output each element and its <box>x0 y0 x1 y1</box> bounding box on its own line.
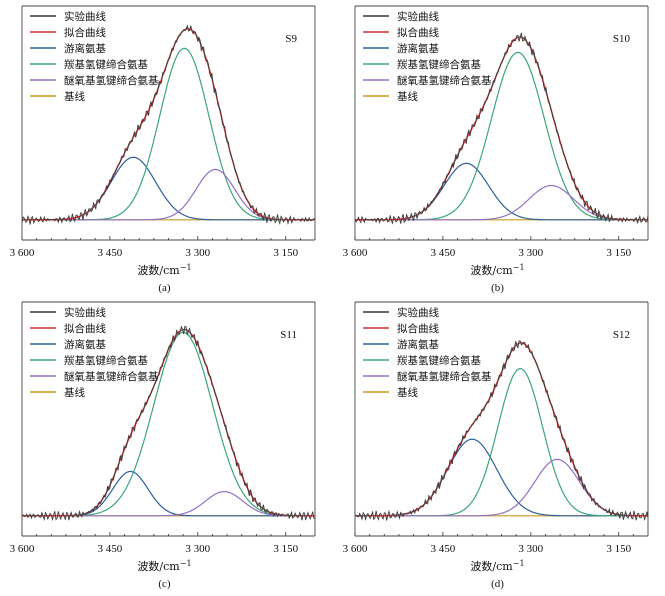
panel-s10: 3 600 3 450 3 300 3 150 波数/cm−1 (b) S10 实验曲线拟合曲… <box>333 0 663 294</box>
x-tick-label: 3 300 <box>185 543 210 555</box>
panel-s12: 3 600 3 450 3 300 3 150 波数/cm−1 (d) S12 实验曲线拟合曲… <box>333 296 663 590</box>
x-tick-label: 3 300 <box>518 543 543 555</box>
legend-label: 游离氨基 <box>64 338 106 351</box>
legend-label: 基线 <box>64 90 85 103</box>
x-tick-label: 3 450 <box>431 543 456 555</box>
x-tick-label: 3 300 <box>185 247 210 259</box>
experimental-curve <box>21 325 316 522</box>
x-tick-label: 3 600 <box>10 247 35 259</box>
x-tick-label: 3 600 <box>343 543 368 555</box>
legend-label: 游离氨基 <box>64 42 106 55</box>
ether-hbond-curve <box>22 168 315 221</box>
legend-label: 基线 <box>397 90 418 103</box>
legend-label: 拟合曲线 <box>397 322 439 335</box>
chart-svg: 3 600 3 450 3 300 3 150 波数/cm−1 (b) S10 实验曲线拟合曲… <box>343 5 649 294</box>
experimental-curve <box>354 340 649 522</box>
x-tick-label: 3 600 <box>10 543 35 555</box>
legend-label: 醚氧基氢键缔合氨基 <box>397 370 492 383</box>
legend-label: 实验曲线 <box>64 306 106 319</box>
chart-svg: 3 600 3 450 3 300 3 150 波数/cm−1 (a) S9 实验曲线拟合曲线… <box>10 5 316 294</box>
panel-caption: (a) <box>158 282 171 294</box>
x-tick-label: 3 150 <box>606 543 631 555</box>
fit-curve <box>355 342 648 517</box>
x-axis-label-sup: −1 <box>180 263 192 272</box>
legend-label: 基线 <box>397 386 418 399</box>
x-tick-label: 3 450 <box>431 247 456 259</box>
chart-svg: 3 600 3 450 3 300 3 150 波数/cm−1 (d) S12 实验曲线拟合曲… <box>343 301 649 590</box>
x-axis-label: 波数/cm−1 <box>137 559 191 574</box>
panel-caption: (d) <box>491 578 504 590</box>
sample-label: S12 <box>613 329 630 341</box>
free-amino-curve <box>22 156 315 221</box>
sample-label: S10 <box>613 33 631 45</box>
x-tick-label: 3 150 <box>273 543 298 555</box>
legend-label: 实验曲线 <box>64 10 106 23</box>
x-tick-label: 3 450 <box>98 247 123 259</box>
experimental-curve <box>354 32 649 225</box>
x-axis-label-sup: −1 <box>513 559 525 568</box>
free-amino-curve <box>22 470 315 517</box>
free-amino-curve <box>355 162 648 221</box>
legend-label: 醚氧基氢键缔合氨基 <box>64 370 159 383</box>
x-axis-label: 波数/cm−1 <box>470 559 524 574</box>
legend-label: 羰基氢键缔合氨基 <box>64 58 148 71</box>
free-amino-curve <box>355 438 648 517</box>
legend-label: 羰基氢键缔合氨基 <box>397 354 481 367</box>
legend-label: 实验曲线 <box>397 306 439 319</box>
x-axis-label-sup: −1 <box>513 263 525 272</box>
experimental-curve <box>21 24 316 225</box>
panel-s9: 3 600 3 450 3 300 3 150 波数/cm−1 (a) S9 实验曲线拟合曲线… <box>0 0 330 294</box>
legend-label: 羰基氢键缔合氨基 <box>64 354 148 367</box>
legend-label: 醚氧基氢键缔合氨基 <box>397 74 492 87</box>
sample-label: S9 <box>285 33 297 45</box>
panel-caption: (b) <box>491 282 504 294</box>
x-tick-label: 3 300 <box>518 247 543 259</box>
legend-label: 游离氨基 <box>397 42 439 55</box>
x-tick-label: 3 150 <box>606 247 631 259</box>
ether-hbond-curve <box>355 458 648 517</box>
legend-label: 拟合曲线 <box>64 26 106 39</box>
x-tick-label: 3 450 <box>98 543 123 555</box>
x-tick-label: 3 150 <box>273 247 298 259</box>
legend-label: 羰基氢键缔合氨基 <box>397 58 481 71</box>
chart-svg: 3 600 3 450 3 300 3 150 波数/cm−1 (c) S11 实验曲线拟合曲… <box>10 301 316 590</box>
legend-label: 醚氧基氢键缔合氨基 <box>64 74 159 87</box>
x-axis-label: 波数/cm−1 <box>137 263 191 278</box>
sample-label: S11 <box>280 329 297 341</box>
legend-label: 拟合曲线 <box>397 26 439 39</box>
panel-caption: (c) <box>158 578 171 590</box>
legend-label: 基线 <box>64 386 85 399</box>
x-axis-label: 波数/cm−1 <box>470 263 524 278</box>
legend-label: 实验曲线 <box>397 10 439 23</box>
fit-curve <box>22 28 315 221</box>
x-tick-label: 3 600 <box>343 247 368 259</box>
legend-label: 游离氨基 <box>397 338 439 351</box>
panel-s11: 3 600 3 450 3 300 3 150 波数/cm−1 (c) S11 实验曲线拟合曲… <box>0 296 330 590</box>
x-axis-label-sup: −1 <box>180 559 192 568</box>
legend-label: 拟合曲线 <box>64 322 106 335</box>
